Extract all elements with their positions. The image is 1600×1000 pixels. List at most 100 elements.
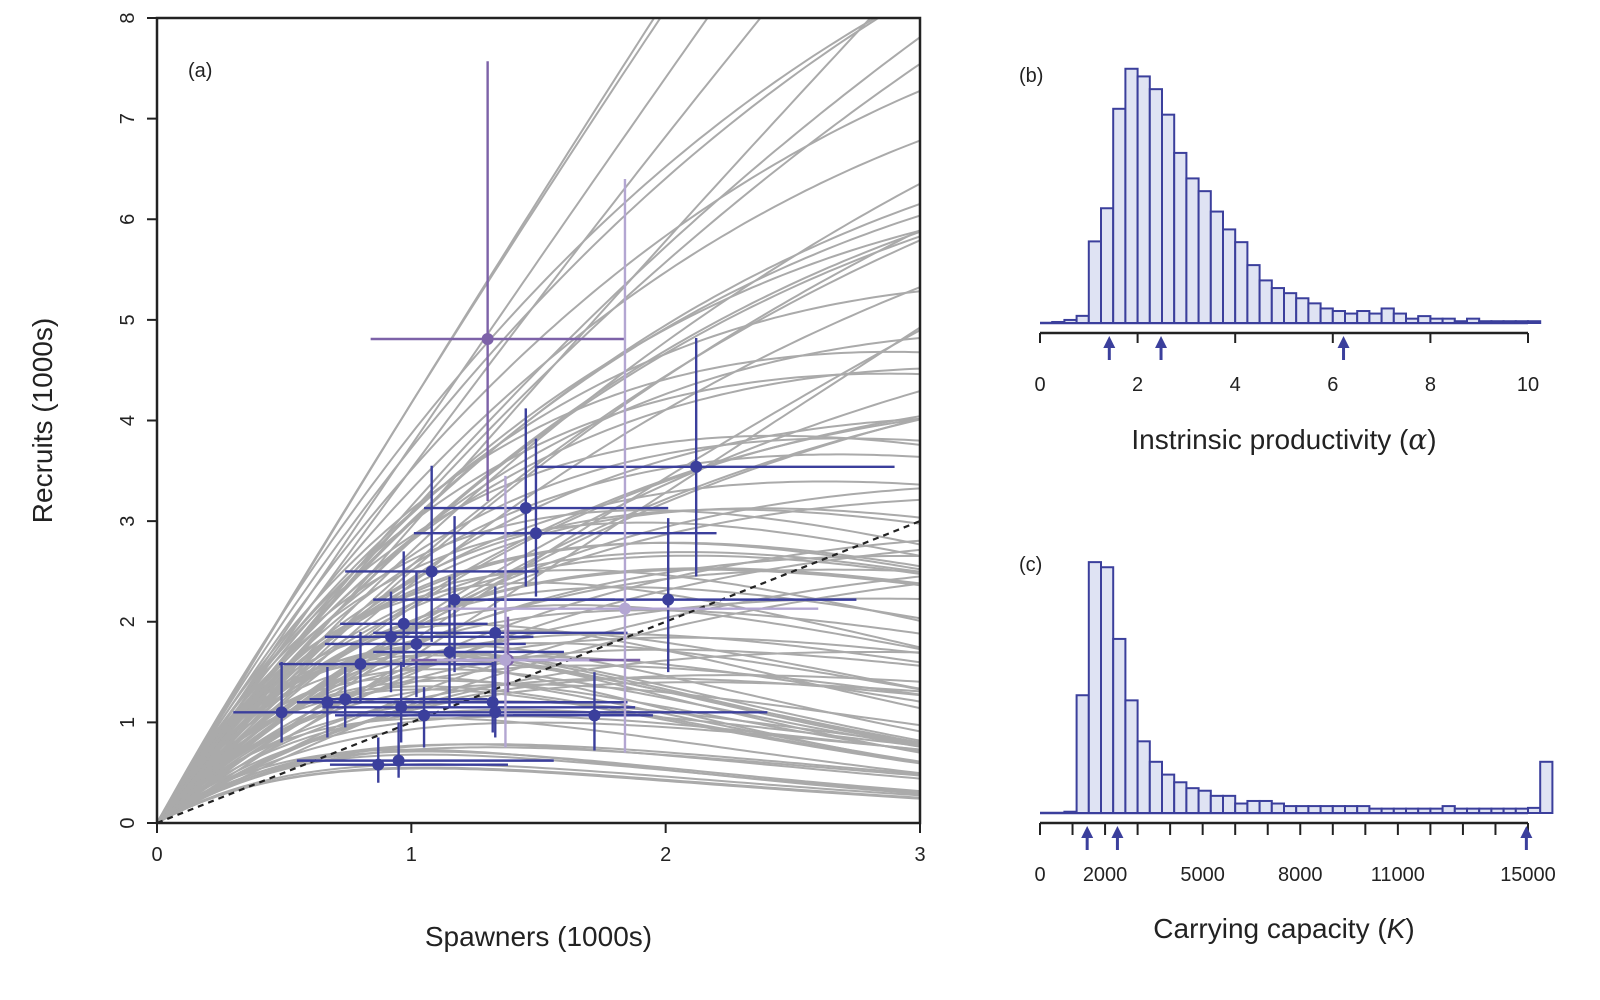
- histogram-bar: [1514, 320, 1530, 324]
- posterior-curve: [157, 229, 920, 823]
- data-point: [410, 637, 423, 650]
- posterior-curve: [157, 746, 920, 823]
- y-tick-label: 8: [117, 12, 139, 23]
- panel-label-b: (b): [1019, 65, 1043, 87]
- histogram-bar: [1380, 807, 1395, 815]
- x-tick-label: 10: [1517, 374, 1539, 396]
- data-point: [481, 332, 494, 345]
- histogram-bar: [1490, 807, 1505, 815]
- histogram-bar: [1527, 806, 1542, 815]
- posterior-curve: [157, 350, 920, 823]
- posterior-curve: [157, 651, 920, 823]
- histogram-bar: [1453, 320, 1469, 324]
- data-point: [392, 754, 405, 767]
- histogram-bar: [1258, 279, 1273, 325]
- y-tick-label: 0: [117, 817, 139, 828]
- alpha-symbol: α: [1408, 423, 1427, 456]
- x-tick-label: 6: [1327, 374, 1338, 396]
- posterior-curve: [157, 743, 920, 823]
- histogram-bar: [1148, 760, 1164, 814]
- histogram-bar: [1136, 740, 1151, 815]
- histogram-bar: [1405, 807, 1420, 815]
- posterior-curve: [157, 480, 920, 823]
- histogram-bar: [1478, 807, 1493, 815]
- x-axis-title: Instrinsic productivity (α): [1131, 423, 1436, 456]
- posterior-curve: [157, 18, 656, 823]
- data-point-group: [373, 586, 628, 683]
- histogram-bar: [1307, 302, 1322, 324]
- histogram-bar: [1514, 807, 1530, 815]
- posterior-curve: [157, 548, 920, 823]
- histogram-bar: [1234, 241, 1249, 324]
- histogram-bar: [1502, 320, 1517, 324]
- y-tick-label: 6: [117, 214, 139, 225]
- histogram-bar: [1392, 312, 1408, 325]
- data-point: [354, 658, 367, 671]
- histogram-bar: [1222, 228, 1237, 324]
- x-axis-title-end: ): [1405, 913, 1414, 944]
- histogram-bar: [1246, 264, 1261, 324]
- data-point: [395, 701, 408, 714]
- x-tick-label: 3: [914, 844, 925, 866]
- panel-a-scatter: 0 1 2 3 0 1 2 3 4 5 6 7 8 (a) Spawners (1000s) Recru…: [27, 12, 926, 952]
- histogram-bar: [1112, 637, 1127, 814]
- y-tick-label: 1: [117, 717, 139, 728]
- panel-b-histogram: 0 2 4 6 8 10 (b) Instrinsic productivity (α): [1019, 65, 1542, 456]
- data-point-group: [370, 61, 625, 501]
- histogram-bar: [1197, 190, 1212, 324]
- axes: 0 1 2 3 0 1 2 3 4 5 6 7 8: [117, 12, 926, 866]
- histogram-bar: [1063, 810, 1078, 814]
- data-point-group: [296, 722, 554, 778]
- panel-label-c: (c): [1019, 554, 1042, 576]
- arrow-head: [1103, 336, 1116, 348]
- x-tick-label: 1: [406, 844, 417, 866]
- posterior-curve: [157, 648, 920, 823]
- posterior-curve: [157, 453, 920, 823]
- data-point: [448, 593, 461, 606]
- x-axis-title-text: Instrinsic productivity (: [1131, 424, 1409, 455]
- x-tick-label: 0: [151, 844, 162, 866]
- panel-label-a: (a): [188, 60, 212, 82]
- histogram-bar: [1124, 67, 1139, 324]
- histogram-bar: [1087, 240, 1103, 324]
- data-point: [489, 706, 502, 719]
- posterior-curve: [157, 676, 920, 823]
- posterior-curve: [157, 664, 920, 823]
- histogram-bar: [1234, 802, 1249, 815]
- data-point: [529, 527, 542, 540]
- histogram-bar: [1100, 566, 1115, 814]
- histogram-bar: [1283, 292, 1298, 325]
- histogram-bar: [1344, 312, 1359, 325]
- posterior-curve: [157, 367, 920, 823]
- x-tick-label: 0: [1034, 864, 1045, 886]
- data-point-group: [436, 179, 819, 753]
- histogram-bar: [1417, 315, 1432, 324]
- data-point: [499, 653, 512, 666]
- quantile-arrows: [1103, 336, 1350, 360]
- data-point: [397, 617, 410, 630]
- data-point-group: [535, 337, 895, 577]
- posterior-curve: [157, 763, 920, 823]
- posterior-curve: [157, 636, 920, 823]
- y-tick-label: 3: [117, 516, 139, 527]
- data-point-group: [233, 662, 391, 743]
- histogram-bar: [1087, 561, 1103, 814]
- data-point-group: [513, 672, 641, 751]
- arrow-head: [1337, 336, 1350, 348]
- histogram-bar: [1466, 317, 1481, 325]
- data-point: [662, 593, 675, 606]
- histogram-bar: [1258, 799, 1273, 815]
- histogram-bar: [1270, 287, 1286, 325]
- histogram-bar: [1295, 297, 1310, 325]
- data-point: [339, 693, 352, 706]
- histogram-bar: [1429, 807, 1444, 815]
- histogram-bar: [1136, 75, 1151, 325]
- posterior-curve: [157, 18, 872, 823]
- histogram-bar: [1197, 789, 1212, 815]
- k-symbol: K: [1387, 913, 1407, 944]
- histogram-bar: [1148, 88, 1164, 325]
- posterior-curve: [157, 36, 920, 823]
- data-point-group: [424, 408, 669, 587]
- histogram-bar: [1246, 799, 1261, 815]
- histogram-bar: [1307, 805, 1322, 815]
